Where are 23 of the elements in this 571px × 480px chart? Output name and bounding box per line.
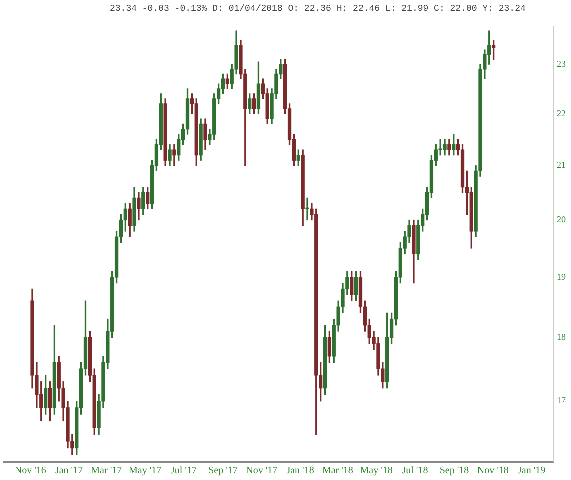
x-tick-label: Mar '18 bbox=[322, 466, 354, 477]
x-tick-label: Nov '18 bbox=[477, 466, 509, 477]
y-tick-label: 19 bbox=[557, 272, 566, 282]
y-tick-label: 22 bbox=[557, 108, 566, 118]
x-tick-label: Jul '17 bbox=[170, 466, 197, 477]
x-tick-label: May '18 bbox=[360, 466, 393, 477]
y-tick-label: 21 bbox=[557, 160, 566, 170]
x-tick-label: May '17 bbox=[128, 466, 162, 477]
x-tick-label: Sep '18 bbox=[440, 466, 470, 477]
y-tick-label: 17 bbox=[557, 396, 566, 406]
x-tick-label: Sep '17 bbox=[208, 466, 238, 477]
x-tick-label: Mar '17 bbox=[91, 466, 122, 477]
y-tick-label: 18 bbox=[557, 332, 566, 342]
x-tick-label: Jan '17 bbox=[55, 466, 84, 477]
y-tick-label: 20 bbox=[557, 214, 566, 225]
candlestick bbox=[306, 198, 310, 221]
x-tick-label: Jan '18 bbox=[286, 466, 314, 477]
x-tick-label: Jan '19 bbox=[518, 466, 546, 477]
x-tick-label: Nov '16 bbox=[14, 466, 46, 477]
x-tick-label: Jul '18 bbox=[402, 466, 428, 477]
chart-subtitle: 23.34 -0.03 -0.13% D: 01/04/2018 O: 22.36 H: 22.46 L: 21.99 C: 22.00 Y: 23.24 bbox=[110, 4, 526, 14]
y-tick-label: 23 bbox=[557, 58, 566, 69]
x-tick-label: Nov '17 bbox=[246, 466, 278, 477]
